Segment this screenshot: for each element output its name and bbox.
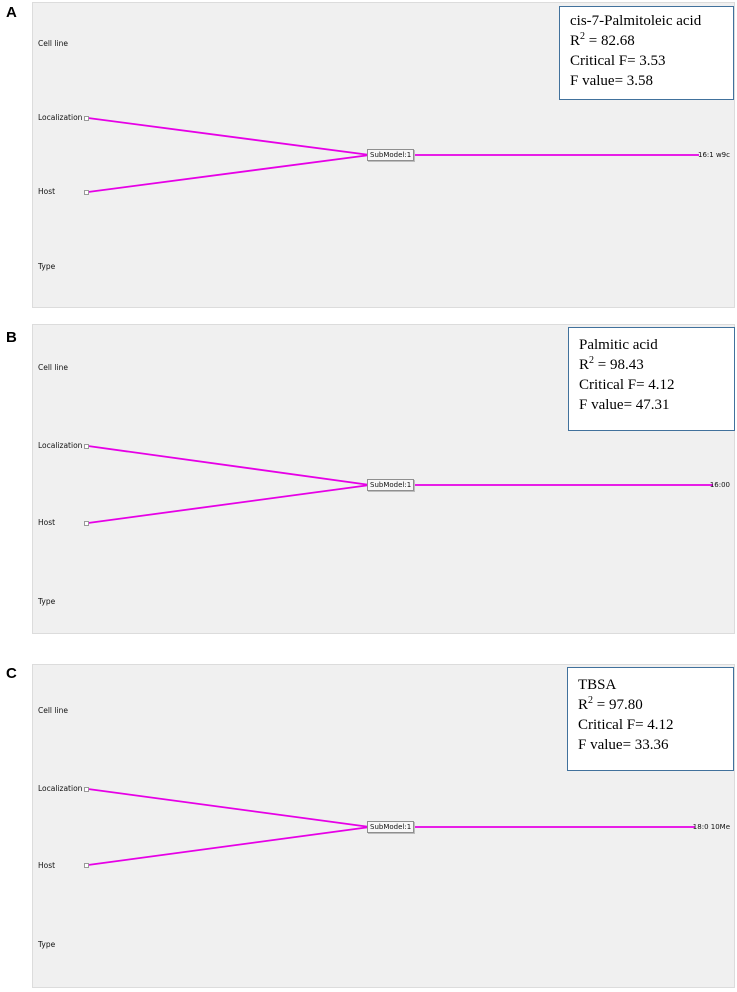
output-label: 16:00 (709, 481, 730, 489)
stats-box-c: TBSA R2 = 97.80 Critical F= 4.12 F value… (567, 667, 734, 771)
factor-label-host: Host (38, 187, 56, 196)
host-port[interactable] (84, 863, 89, 868)
r-squared-exponent: 2 (589, 355, 595, 366)
output-label: 18:0 10Me (692, 823, 730, 831)
stats-f-value: F value= 47.31 (579, 397, 670, 413)
stats-r-squared: R2 = 97.80 (578, 695, 725, 715)
stats-box-b: Palmitic acid R2 = 98.43 Critical F= 4.1… (568, 327, 735, 431)
stats-r-squared: R2 = 82.68 (570, 31, 725, 51)
r-squared-symbol: R (579, 357, 590, 373)
r-squared-value: = 82.68 (588, 33, 635, 49)
r-squared-exponent: 2 (588, 695, 594, 706)
factor-label-host: Host (38, 518, 56, 527)
stats-f-value: F value= 33.36 (578, 737, 669, 753)
output-label: 16:1 w9c (698, 151, 730, 159)
panel-letter-b: B (6, 329, 17, 346)
factor-label-type: Type (38, 597, 56, 606)
localization-port[interactable] (84, 444, 89, 449)
connector-lines-c (87, 788, 695, 866)
host-port[interactable] (84, 190, 89, 195)
localization-port[interactable] (84, 787, 89, 792)
stats-name: cis-7-Palmitoleic acid (570, 13, 702, 29)
model-panel-c: Cell line Localization Host Type SubMode… (32, 664, 735, 988)
panel-letter-c: C (6, 665, 17, 682)
stats-critical-f: Critical F= 4.12 (578, 717, 674, 733)
r-squared-exponent: 2 (580, 31, 586, 42)
factor-label-cell-line: Cell line (38, 706, 68, 715)
connector-localization-a (87, 117, 371, 156)
factor-label-localization: Localization (38, 784, 83, 793)
connector-host-c (87, 826, 371, 866)
stats-critical-f: Critical F= 3.53 (570, 53, 666, 69)
factor-label-cell-line: Cell line (38, 39, 68, 48)
stats-box-a: cis-7-Palmitoleic acid R2 = 82.68 Critic… (559, 6, 734, 100)
stats-f-value: F value= 3.58 (570, 73, 654, 89)
localization-port[interactable] (84, 116, 89, 121)
r-squared-value: = 97.80 (596, 697, 643, 713)
r-squared-symbol: R (570, 33, 581, 49)
factor-label-localization: Localization (38, 113, 83, 122)
stats-name: Palmitic acid (579, 337, 658, 353)
factor-label-host: Host (38, 861, 56, 870)
connector-host-a (87, 154, 371, 193)
factor-label-type: Type (38, 940, 56, 949)
stats-name: TBSA (578, 677, 617, 693)
connector-lines-b (87, 445, 713, 524)
connector-localization-b (87, 445, 371, 486)
host-port[interactable] (84, 521, 89, 526)
stats-r-squared: R2 = 98.43 (579, 355, 726, 375)
model-panel-b: Cell line Localization Host Type SubMode… (32, 324, 735, 634)
submodel-node[interactable]: SubModel:1 (367, 821, 415, 833)
submodel-node[interactable]: SubModel:1 (367, 479, 415, 491)
factor-label-localization: Localization (38, 441, 83, 450)
r-squared-symbol: R (578, 697, 589, 713)
connector-lines-a (87, 117, 699, 193)
r-squared-value: = 98.43 (597, 357, 644, 373)
panel-letter-a: A (6, 4, 17, 21)
connector-localization-c (87, 788, 371, 828)
factor-label-type: Type (38, 262, 56, 271)
connector-host-b (87, 484, 371, 524)
submodel-node[interactable]: SubModel:1 (367, 149, 415, 161)
model-panel-a: Cell line Localization Host Type SubMode… (32, 2, 735, 308)
stats-critical-f: Critical F= 4.12 (579, 377, 675, 393)
factor-label-cell-line: Cell line (38, 363, 68, 372)
